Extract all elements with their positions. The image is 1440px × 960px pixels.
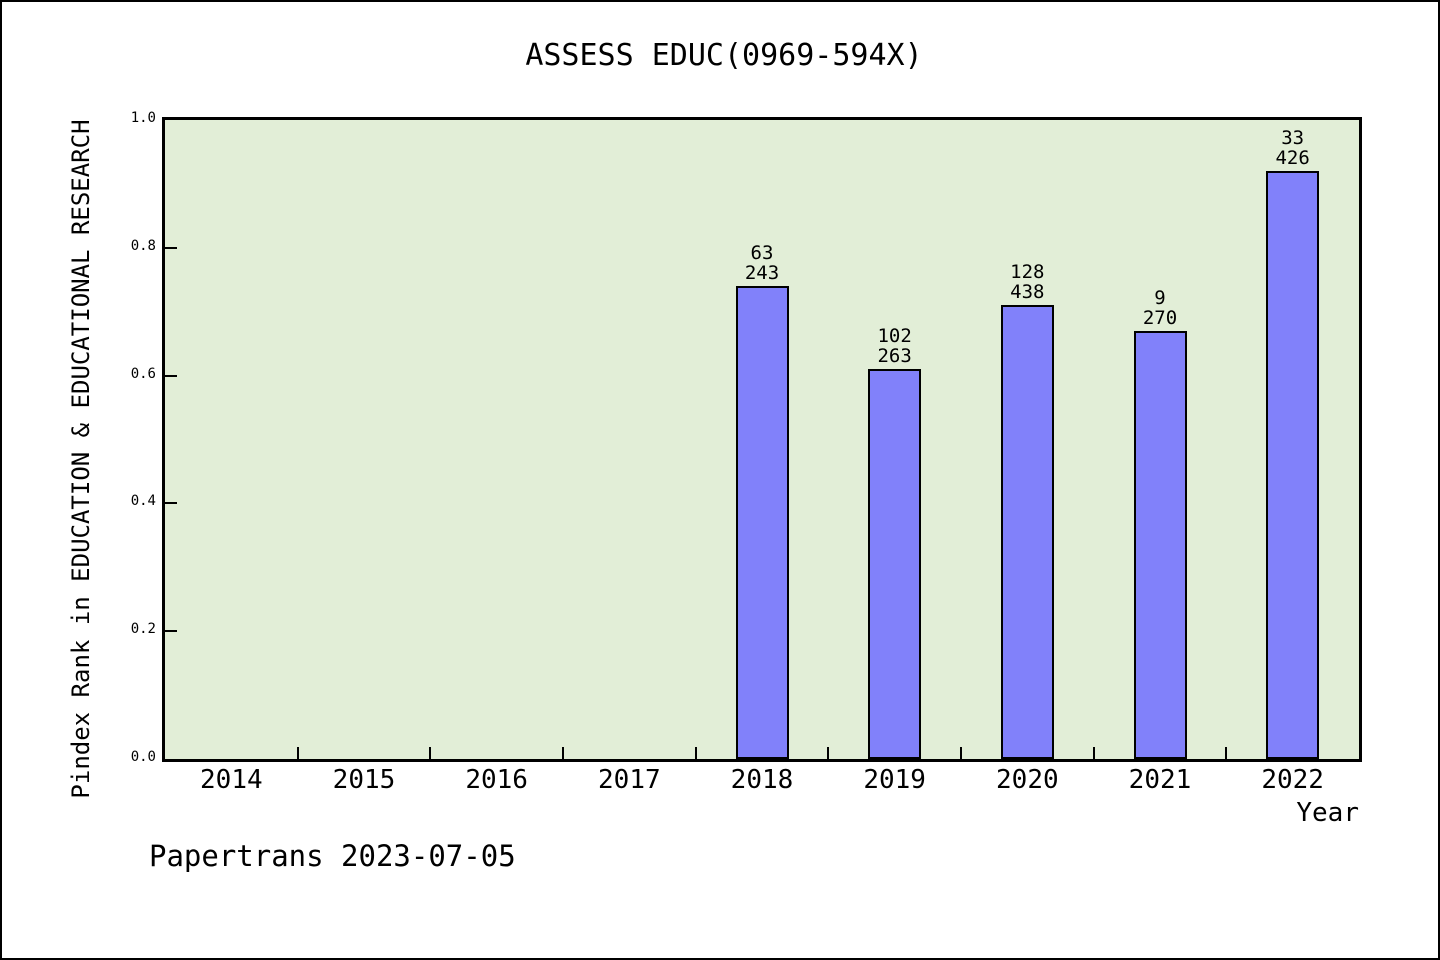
bar-value-label: 128 438 [961,262,1093,302]
watermark-text: Papertrans 2023-07-05 [149,839,516,873]
bar-value-label: 102 263 [829,326,961,366]
plot-area: 0.0 0.2 0.4 0.6 0.8 1.0 2014 2015 2016 2017 2018 20… [131,110,1362,795]
x-tick-mark [960,747,962,759]
x-tick-label: 2018 [730,765,794,795]
x-axis-label: Year [1296,798,1359,828]
bar-rank-value: 128 [1010,261,1045,283]
bar-total-value: 270 [1142,307,1178,329]
x-tick-label: 2016 [465,765,528,795]
bar-value-label: 63 243 [696,243,828,283]
x-tick-mark [1092,747,1095,759]
y-tick-label: 1.0 [130,110,156,126]
y-tick-label: 0.8 [130,237,156,254]
x-tick-label: 2017 [598,765,661,795]
x-tick-label: 2015 [332,765,396,795]
chart-title: ASSESS EDUC(0969-594X) [525,38,923,73]
bar-total-value: 263 [877,345,912,367]
bar-total-value: 243 [744,262,780,284]
bar-rank-value: 102 [877,325,912,347]
x-tick-label: 2021 [1128,765,1192,795]
bar [1000,305,1054,759]
x-tick-mark [1225,747,1228,759]
y-tick-mark [165,630,177,633]
x-tick-label: 2019 [863,765,926,795]
bar [1133,331,1187,759]
bar-total-value: 438 [1010,281,1045,303]
bar-value-label: 33 426 [1227,128,1359,168]
y-tick-label: 0.2 [130,621,156,638]
bar-rank-value: 33 [1281,127,1305,149]
x-tick-mark [296,747,299,759]
y-tick-label: 0.4 [130,493,156,510]
bar-rank-value: 9 [1154,287,1166,309]
y-tick-label: 0.6 [130,365,156,382]
bar-total-value: 426 [1275,147,1310,169]
x-tick-mark [562,747,564,759]
x-tick-mark [429,747,432,759]
bar [868,369,922,759]
y-tick-mark [165,246,177,249]
bar [735,286,789,759]
y-axis-label: Pindex Rank in EDUCATION & EDUCATIONAL R… [67,119,95,799]
x-tick-label: 2022 [1261,765,1324,795]
x-tick-label: 2014 [200,765,263,795]
y-tick-label: 0.0 [130,749,156,765]
x-tick-mark [694,747,697,759]
bar-rank-value: 63 [750,242,774,264]
x-tick-mark [827,747,830,759]
bar-value-label: 9 270 [1094,288,1226,328]
x-tick-label: 2020 [996,765,1059,795]
y-tick-mark [165,502,177,505]
bar [1266,171,1320,759]
y-tick-mark [165,374,177,377]
